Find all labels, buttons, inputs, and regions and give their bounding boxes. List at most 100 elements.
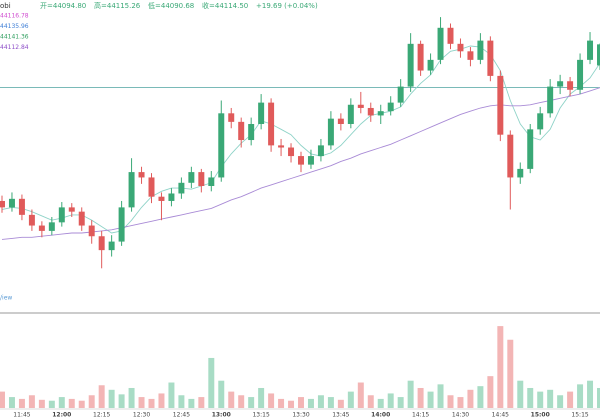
- x-tick-label: 11:45: [13, 412, 30, 419]
- candle-body: [58, 207, 65, 223]
- volume-bar: [88, 395, 95, 408]
- volume-bar: [497, 326, 504, 408]
- volume-bar: [477, 386, 484, 408]
- volume-bar: [288, 400, 295, 408]
- candle-body: [517, 168, 524, 178]
- volume-bar: [178, 395, 185, 408]
- candle-body: [168, 193, 175, 201]
- candle-body: [218, 113, 225, 178]
- candle-body: [527, 129, 534, 169]
- candle-body: [38, 225, 45, 231]
- volume-bar: [68, 398, 75, 408]
- volume-bar: [447, 395, 454, 408]
- candle-body: [88, 225, 95, 237]
- volume-bar: [597, 387, 600, 408]
- candle-body: [437, 27, 444, 60]
- candle-body: [347, 104, 354, 124]
- candle-body: [98, 236, 105, 251]
- candle-body: [577, 59, 584, 90]
- volume-bar: [367, 395, 374, 408]
- volume-bar: [228, 391, 235, 408]
- volume-bar: [307, 398, 314, 408]
- volume-bar: [118, 394, 125, 408]
- candle-body: [337, 118, 344, 124]
- candle-body: [28, 214, 35, 226]
- candle-body: [108, 241, 115, 251]
- x-tick-label: 12:15: [93, 412, 110, 419]
- volume-bar: [98, 385, 105, 408]
- candle-body: [178, 182, 185, 194]
- volume-bar: [387, 393, 394, 408]
- candle-body: [547, 86, 554, 114]
- volume-bar: [138, 397, 145, 408]
- candle-body: [497, 75, 504, 135]
- candle-body: [0, 200, 5, 208]
- candle-body: [228, 113, 235, 122]
- volume-bar: [108, 389, 115, 408]
- volume-bar: [457, 397, 464, 408]
- volume-bar: [467, 389, 474, 408]
- x-tick-label: 15:15: [571, 412, 588, 419]
- candle-body: [238, 121, 245, 141]
- volume-bar: [317, 395, 324, 408]
- volume-bar: [377, 398, 384, 408]
- candle-body: [248, 124, 255, 141]
- change-label: +19.69 (+0.04%): [256, 2, 318, 10]
- volume-bar: [28, 395, 35, 408]
- candle-body: [8, 198, 15, 208]
- indicator-value: 44112.84: [0, 44, 29, 51]
- volume-bar: [198, 397, 205, 408]
- volume-bar: [427, 391, 434, 408]
- x-tick-label: 13:15: [252, 412, 269, 419]
- candle-body: [477, 40, 484, 60]
- volume-bar: [258, 387, 265, 408]
- volume-bar: [527, 387, 534, 408]
- volume-bar: [347, 391, 354, 408]
- candle-body: [198, 172, 205, 186]
- volume-bar: [298, 397, 304, 408]
- volume-bar: [278, 398, 285, 408]
- candle-body: [188, 172, 195, 183]
- volume-bar: [0, 391, 5, 408]
- volume-bar: [168, 382, 175, 408]
- candle-body: [268, 102, 275, 146]
- candle-body: [138, 172, 145, 178]
- volume-bar: [18, 398, 25, 408]
- volume-bar: [58, 397, 65, 408]
- candle-body: [78, 211, 85, 226]
- candle-body: [258, 102, 265, 124]
- candle-body: [457, 43, 464, 52]
- volume-bar: [327, 397, 334, 408]
- volume-bar: [587, 380, 594, 408]
- candle-body: [427, 59, 434, 71]
- candle-body: [298, 156, 304, 165]
- candle-body: [18, 198, 25, 215]
- volume-bar: [208, 357, 215, 408]
- candle-body: [327, 118, 334, 146]
- x-tick-label: 15:00: [531, 412, 550, 419]
- x-tick-label: 12:30: [133, 412, 150, 419]
- volume-bar: [487, 376, 494, 408]
- candle-body: [278, 145, 285, 148]
- indicator-value: 44135.96: [0, 23, 29, 30]
- volume-bar: [78, 400, 85, 408]
- volume-bar: [128, 387, 135, 408]
- volume-bar: [337, 399, 344, 408]
- candle-body: [317, 145, 324, 157]
- volume-bar: [547, 389, 554, 408]
- candle-body: [307, 156, 314, 165]
- candle-body: [567, 81, 574, 90]
- candle-body: [397, 86, 404, 103]
- x-tick-label: 13:00: [212, 412, 231, 419]
- x-tick-label: 13:30: [292, 412, 309, 419]
- volume-bar: [218, 380, 225, 408]
- candle-body: [118, 207, 125, 242]
- volume-bar: [238, 395, 245, 408]
- candle-body: [367, 107, 374, 116]
- candle-body: [357, 104, 364, 108]
- volume-bar: [567, 391, 574, 408]
- candle-body: [537, 113, 544, 130]
- x-tick-label: 14:30: [452, 412, 469, 419]
- volume-bar: [148, 398, 155, 408]
